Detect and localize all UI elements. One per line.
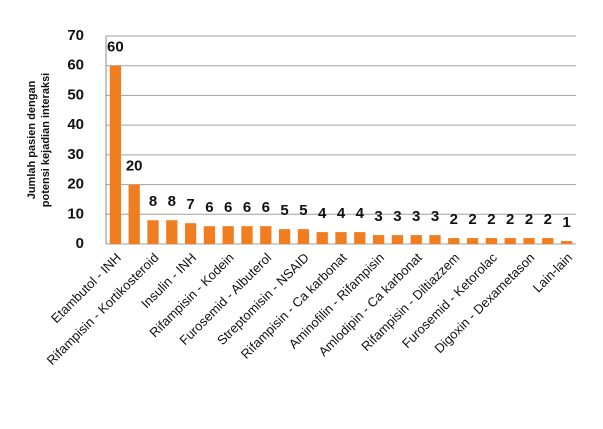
value-label: 2 — [468, 211, 476, 228]
y-tick-label: 10 — [67, 205, 84, 222]
value-label: 20 — [126, 158, 143, 175]
value-label: 8 — [168, 193, 176, 210]
value-label: 7 — [186, 196, 194, 213]
value-label: 60 — [107, 39, 124, 56]
value-label: 8 — [149, 193, 157, 210]
y-axis-label: potensi kejadian interaksi — [40, 73, 52, 208]
value-label: 2 — [487, 211, 495, 228]
bar — [278, 229, 291, 244]
bar — [429, 235, 441, 244]
value-label: 2 — [525, 211, 533, 228]
value-label: 3 — [374, 208, 382, 225]
y-tick-label: 60 — [67, 57, 84, 74]
bar — [222, 226, 234, 244]
bar — [354, 232, 366, 244]
bar — [523, 238, 535, 244]
bar — [372, 235, 385, 244]
bar — [410, 235, 422, 244]
bar — [260, 226, 272, 244]
value-label: 3 — [393, 208, 401, 225]
bar — [109, 65, 122, 244]
bar — [466, 238, 479, 244]
bar — [316, 232, 328, 244]
bar — [166, 220, 178, 244]
value-label: 2 — [544, 211, 552, 228]
bar — [297, 229, 310, 244]
value-label: 5 — [299, 202, 307, 219]
y-tick-label: 70 — [67, 27, 84, 44]
bar — [128, 184, 140, 244]
bar — [448, 238, 460, 244]
y-tick-label: 40 — [67, 116, 84, 133]
bar — [560, 241, 573, 244]
value-label: 5 — [280, 202, 288, 219]
value-label: 4 — [318, 205, 327, 222]
value-label: 6 — [243, 199, 251, 216]
x-tick-label: Lain-lain — [530, 250, 575, 295]
bar — [335, 232, 347, 244]
bar — [203, 226, 216, 244]
bar — [391, 235, 404, 244]
value-label: 3 — [431, 208, 439, 225]
y-tick-label: 50 — [67, 86, 84, 103]
bar — [184, 223, 197, 244]
value-label: 1 — [562, 214, 570, 231]
bar — [504, 238, 516, 244]
bar — [147, 220, 159, 244]
value-label: 2 — [506, 211, 514, 228]
value-label: 3 — [412, 208, 420, 225]
y-tick-label: 30 — [67, 146, 84, 163]
y-tick-label: 20 — [67, 176, 84, 193]
bar — [241, 226, 253, 244]
value-label: 4 — [356, 205, 365, 222]
y-axis-label: Jumlah pasien dengan — [26, 80, 38, 199]
value-label: 6 — [224, 199, 232, 216]
y-tick-label: 0 — [76, 235, 84, 252]
value-label: 4 — [337, 205, 346, 222]
value-label: 6 — [205, 199, 213, 216]
bar — [542, 238, 554, 244]
value-label: 6 — [262, 199, 270, 216]
bar — [485, 238, 498, 244]
value-label: 2 — [450, 211, 458, 228]
